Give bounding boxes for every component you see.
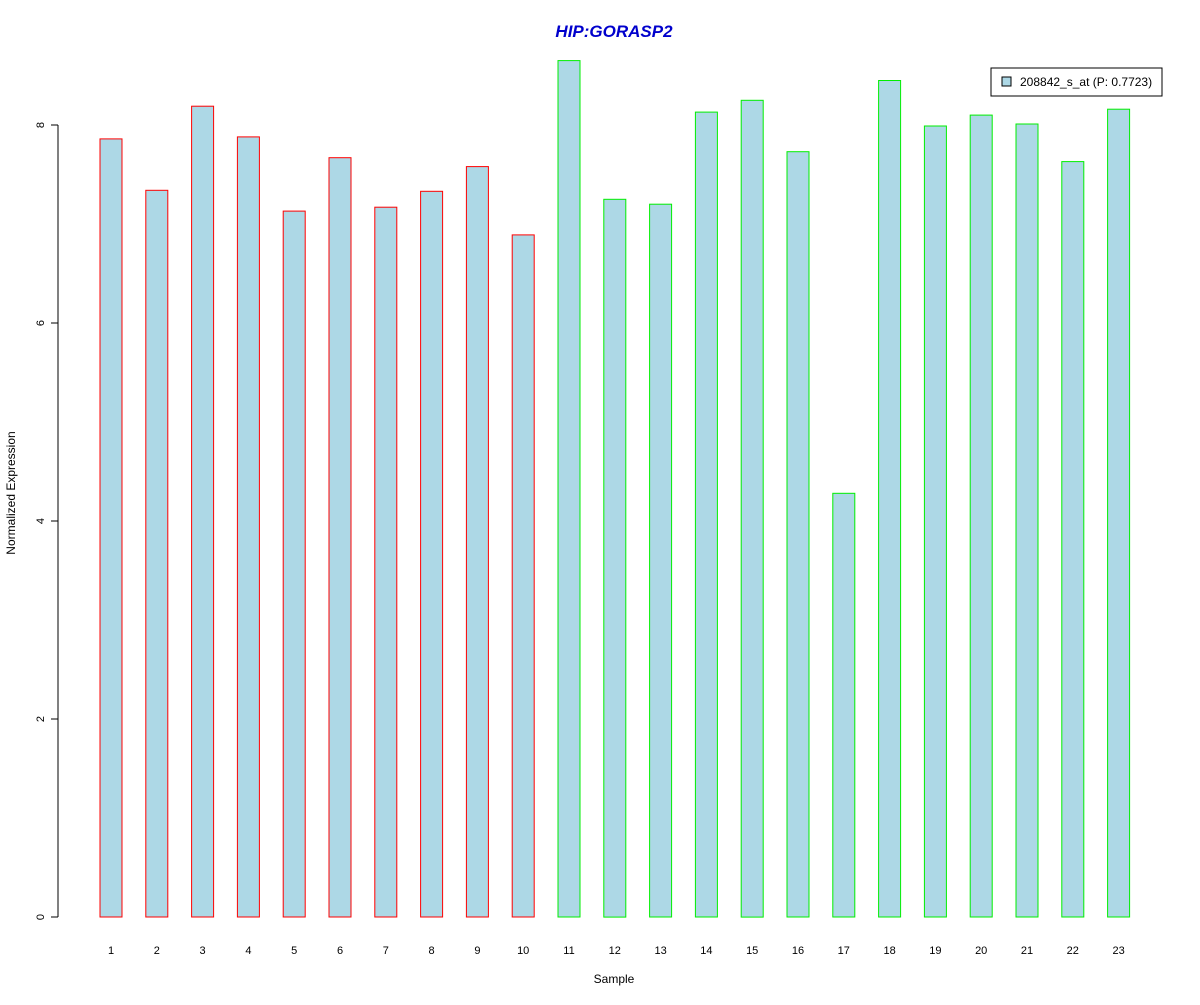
bars-group — [99, 60, 1131, 918]
y-tick-label: 8 — [35, 122, 47, 128]
bar-sample-22 — [1061, 161, 1085, 918]
x-tick-labels: 1 2 3 4 5 6 7 8 9 10 11 12 13 14 15 16 17 18 19 20 21 22 23 — [108, 945, 1125, 957]
x-tick-label-8: 8 — [429, 945, 435, 957]
x-tick-label-7: 7 — [383, 945, 389, 957]
bar-sample-12 — [603, 198, 627, 918]
x-tick-label-1: 1 — [108, 945, 114, 957]
y-axis-label: Normalized Expression — [4, 431, 18, 554]
bar-sample-17 — [832, 492, 856, 918]
x-axis-label: Sample — [594, 972, 635, 986]
x-tick-label-18: 18 — [883, 945, 895, 957]
bar-sample-19 — [923, 125, 947, 918]
x-tick-label-21: 21 — [1021, 945, 1033, 957]
x-tick-label-11: 11 — [563, 945, 574, 957]
x-tick-label-14: 14 — [700, 945, 712, 957]
bar-sample-14 — [694, 111, 718, 918]
legend-swatch — [1001, 76, 1012, 87]
y-tick-label: 0 — [35, 914, 47, 920]
x-tick-label-5: 5 — [291, 945, 297, 957]
y-axis: 0 2 4 6 8 — [35, 122, 59, 920]
legend: 208842_s_at (P: 0.7723) — [990, 67, 1163, 97]
bar-sample-10 — [511, 234, 535, 918]
y-tick-label: 6 — [35, 320, 47, 326]
bar-sample-15 — [740, 99, 764, 918]
legend-box — [990, 67, 1163, 97]
x-tick-label-16: 16 — [792, 945, 804, 957]
x-tick-label-12: 12 — [609, 945, 621, 957]
x-tick-label-2: 2 — [154, 945, 160, 957]
bar-sample-16 — [786, 151, 810, 918]
bar-sample-5 — [282, 210, 306, 918]
bar-sample-2 — [145, 189, 169, 918]
bar-sample-21 — [1015, 123, 1039, 918]
bar-sample-20 — [969, 114, 993, 918]
bar-sample-1 — [99, 138, 123, 918]
bar-sample-11 — [557, 60, 581, 918]
x-tick-label-19: 19 — [929, 945, 941, 957]
bar-sample-13 — [649, 203, 673, 918]
x-tick-label-15: 15 — [746, 945, 758, 957]
x-tick-label-9: 9 — [474, 945, 480, 957]
x-tick-label-23: 23 — [1112, 945, 1124, 957]
y-tick-label: 4 — [35, 518, 47, 524]
bar-sample-8 — [420, 190, 444, 918]
bar-sample-9 — [465, 166, 489, 918]
bar-sample-4 — [236, 136, 260, 918]
bar-sample-7 — [374, 206, 398, 918]
x-tick-label-3: 3 — [200, 945, 206, 957]
x-tick-label-4: 4 — [245, 945, 251, 957]
bar-sample-23 — [1107, 108, 1131, 918]
legend-entry: 208842_s_at (P: 0.7723) — [1020, 75, 1152, 89]
chart-title: HIP:GORASP2 — [555, 22, 673, 41]
x-tick-label-6: 6 — [337, 945, 343, 957]
bar-sample-6 — [328, 157, 352, 918]
x-tick-label-10: 10 — [517, 945, 529, 957]
y-tick-label: 2 — [35, 716, 47, 722]
x-tick-label-22: 22 — [1067, 945, 1079, 957]
x-tick-label-13: 13 — [654, 945, 666, 957]
x-tick-label-17: 17 — [838, 945, 850, 957]
bar-sample-18 — [878, 80, 902, 918]
x-tick-label-20: 20 — [975, 945, 987, 957]
bar-sample-3 — [191, 105, 215, 918]
